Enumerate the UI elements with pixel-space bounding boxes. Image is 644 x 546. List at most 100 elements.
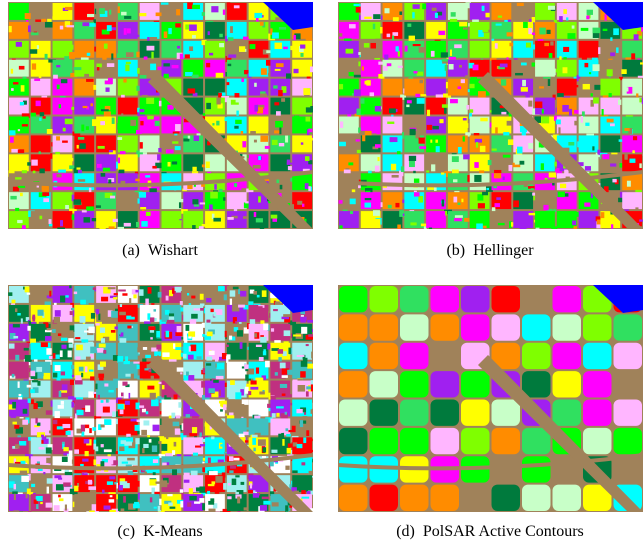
region [101,424,105,427]
region [225,331,227,337]
region [130,317,135,320]
region [354,4,361,6]
region [140,22,160,39]
region [535,102,542,108]
region [419,146,426,149]
region [109,510,116,512]
region [43,472,45,474]
region [99,8,105,14]
region [263,323,268,330]
region [541,163,544,170]
region [9,79,29,96]
region [310,66,313,72]
region [139,109,144,112]
region [62,424,70,428]
region [605,14,607,21]
region [107,25,112,31]
region [194,204,199,206]
region [180,372,182,374]
region [260,337,266,344]
region [273,85,277,88]
region [292,426,296,432]
region [60,350,63,357]
region [25,286,30,292]
region [142,409,146,413]
region [241,482,245,485]
region [74,199,81,204]
region [186,325,190,331]
region [366,80,370,85]
region [234,5,240,8]
region [123,496,126,503]
region [81,373,83,377]
region [187,502,191,506]
region [19,66,25,70]
region [350,199,356,205]
region [548,79,550,86]
region [278,357,281,361]
region [223,404,226,410]
region [227,496,231,499]
region [248,391,251,395]
region [431,164,435,171]
region [75,380,83,384]
region [206,162,210,168]
region [152,211,156,214]
region [339,314,368,340]
region [387,122,394,124]
region [13,336,18,338]
region [220,409,223,411]
region [143,420,149,425]
region [378,157,380,161]
region [104,419,111,425]
region [583,428,612,454]
region [507,32,513,36]
region [258,196,261,202]
region [104,505,111,509]
region [206,363,211,365]
region [188,331,195,336]
region [200,308,204,311]
region [124,392,129,398]
region [85,451,89,457]
region [387,34,391,38]
region [579,211,599,228]
region [370,314,399,340]
region [528,28,532,34]
region [117,53,121,58]
region [292,470,297,473]
region [216,73,224,78]
region [63,447,68,451]
region [365,203,371,208]
region [150,393,156,399]
region [86,79,93,82]
region [638,76,643,78]
region [189,496,196,501]
region [262,456,266,458]
region [43,116,46,118]
region [562,105,569,112]
region [206,103,211,109]
region [292,60,312,77]
region [74,494,94,511]
region [248,301,253,305]
region [101,173,106,177]
region [285,412,287,415]
region [442,61,448,63]
region [431,371,460,397]
region [476,223,483,229]
region [585,166,591,171]
region [535,211,555,228]
region [286,73,291,79]
region [270,461,274,466]
region [202,467,205,472]
region [610,52,615,56]
region [208,484,215,486]
region [376,132,380,134]
region [186,441,190,445]
region [370,92,374,96]
region [427,110,430,116]
region [232,479,237,485]
region [300,420,303,427]
region [571,85,578,87]
